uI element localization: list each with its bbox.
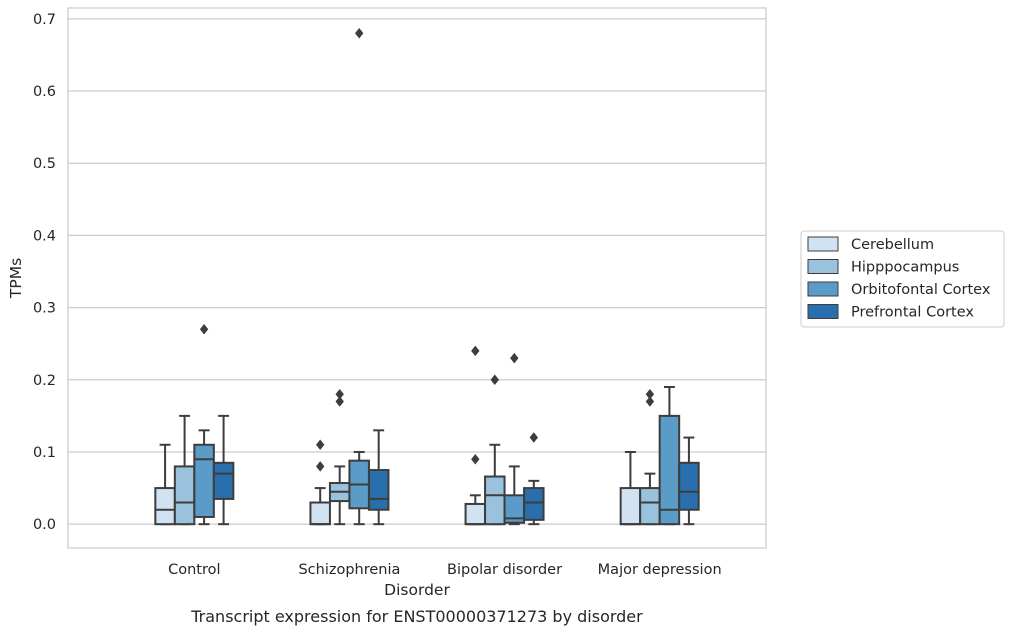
box-cerebellum <box>154 443 176 526</box>
outlier-point <box>199 324 209 335</box>
y-tick-label: 0.6 <box>33 84 56 100</box>
y-tick-label: 0.3 <box>33 301 56 317</box>
y-tick-label: 0.7 <box>33 12 56 28</box>
box-prefrontal-cortex <box>523 432 545 526</box>
legend-swatch <box>807 281 839 297</box>
outlier-point <box>315 439 325 451</box>
y-tick-label: 0.4 <box>33 228 56 244</box>
box-body <box>193 443 215 518</box>
legend-label: Cerebellum <box>851 237 934 253</box>
y-tick-label: 0.1 <box>33 445 56 461</box>
box-body <box>484 475 506 526</box>
box-prefrontal-cortex <box>367 429 390 526</box>
box-body <box>367 469 390 511</box>
box-prefrontal-cortex <box>212 414 235 526</box>
x-axis-title: Disorder <box>384 581 450 599</box>
outlier-point <box>645 388 655 400</box>
outlier-point <box>510 352 519 364</box>
box-prefrontal-cortex <box>678 436 700 526</box>
box-body <box>678 461 700 511</box>
box-body <box>212 461 235 500</box>
y-tick-labels: 0.0 0.1 0.2 0.3 0.4 0.5 0.6 0.7 <box>33 12 56 533</box>
legend-frame <box>800 230 1005 328</box>
legend-swatch <box>807 236 839 252</box>
outlier-point <box>471 453 480 465</box>
box-body <box>523 487 545 521</box>
outlier-point <box>354 28 364 39</box>
box-body <box>464 502 487 526</box>
legend-swatch <box>807 304 839 319</box>
box-body <box>173 465 196 526</box>
legend-label: Hipppocampus <box>851 260 959 276</box>
y-tick-label: 0.2 <box>33 373 56 389</box>
y-axis-title: TPMs <box>7 258 25 299</box>
outlier-point <box>645 396 655 407</box>
y-tick-label: 0.5 <box>33 156 56 172</box>
legend: Cerebellum Hipppocampus Orbitofontal Corte… <box>800 230 1005 328</box>
x-tick-label: Control <box>168 562 220 578</box>
box-hipppocampus <box>173 414 196 526</box>
box-hipppocampus <box>484 374 506 526</box>
outlier-point <box>471 345 480 357</box>
chart-caption: Transcript expression for ENST0000037127… <box>190 607 643 626</box>
plot-frame <box>67 7 767 549</box>
legend-swatch <box>807 259 839 274</box>
box-body <box>658 414 681 526</box>
x-tick-label: Bipolar disorder <box>447 562 562 578</box>
box-body <box>639 487 661 526</box>
outlier-point <box>529 432 539 443</box>
x-tick-labels: Control Schizophrenia Bipolar disorder Majo… <box>168 562 722 578</box>
outlier-point <box>315 461 325 472</box>
box-hipppocampus <box>328 388 351 526</box>
box-body <box>619 487 642 526</box>
box-body <box>309 501 331 526</box>
box-cerebellum <box>619 450 642 526</box>
x-tick-label: Major depression <box>598 562 722 578</box>
box-orbitofontal-cortex <box>193 324 215 526</box>
box-orbitofontal-cortex <box>503 352 526 526</box>
outlier-point <box>335 388 344 400</box>
outlier-point <box>335 396 344 407</box>
x-tick-label: Schizophrenia <box>298 562 400 578</box>
legend-label: Orbitofontal Cortex <box>851 282 991 298</box>
box-orbitofontal-cortex <box>348 28 370 526</box>
box-plot-boxes <box>154 28 700 526</box>
y-tick-label: 0.0 <box>33 517 56 533</box>
outlier-point <box>490 374 500 386</box>
box-cerebellum <box>309 439 331 526</box>
legend-label: Prefrontal Cortex <box>851 305 974 321</box>
box-body <box>154 487 176 526</box>
